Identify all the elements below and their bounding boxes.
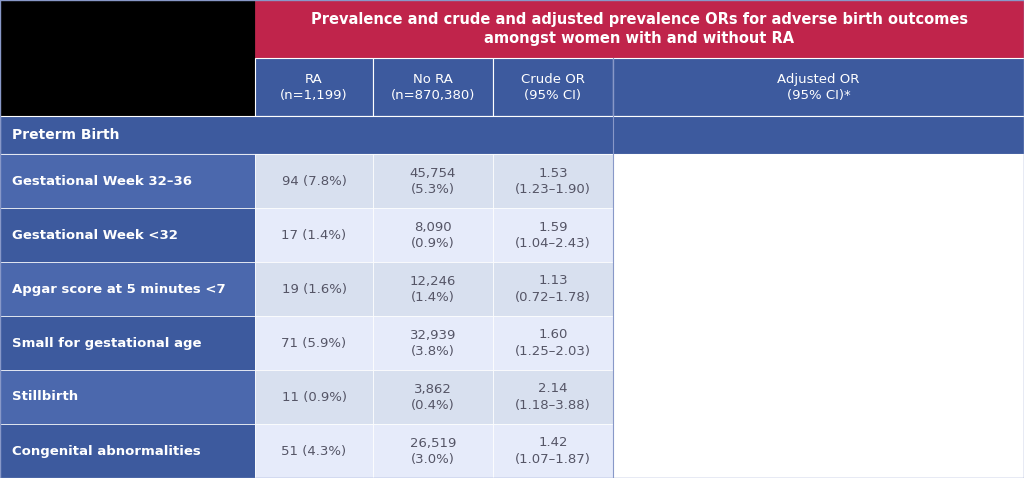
Bar: [255, 0, 1024, 58]
Text: No RA
(n=870,380): No RA (n=870,380): [391, 73, 475, 101]
Text: Congenital abnormalities: Congenital abnormalities: [12, 445, 201, 457]
Bar: [373, 316, 493, 370]
Bar: [613, 208, 1024, 262]
Bar: [0, 262, 255, 316]
Bar: [0, 370, 255, 424]
Bar: [493, 208, 613, 262]
Bar: [613, 58, 1024, 116]
Text: Prevalence and crude and adjusted prevalence ORs for adverse birth outcomes
amon: Prevalence and crude and adjusted preval…: [311, 12, 968, 46]
Bar: [255, 316, 373, 370]
Text: 19 (1.6%): 19 (1.6%): [282, 282, 346, 295]
Bar: [0, 116, 1024, 154]
Bar: [493, 154, 613, 208]
Text: 3,862
(0.4%): 3,862 (0.4%): [411, 382, 455, 412]
Text: RA
(n=1,199): RA (n=1,199): [281, 73, 348, 101]
Bar: [373, 424, 493, 478]
Bar: [255, 154, 373, 208]
Text: 12,246
(1.4%): 12,246 (1.4%): [410, 274, 456, 304]
Bar: [255, 370, 373, 424]
Text: Preterm Birth: Preterm Birth: [12, 128, 120, 142]
Bar: [373, 262, 493, 316]
Text: 1.42
(1.07–1.87): 1.42 (1.07–1.87): [515, 436, 591, 466]
Text: Apgar score at 5 minutes <7: Apgar score at 5 minutes <7: [12, 282, 225, 295]
Bar: [255, 424, 373, 478]
Bar: [493, 370, 613, 424]
Bar: [613, 370, 1024, 424]
Text: 32,939
(3.8%): 32,939 (3.8%): [410, 328, 456, 358]
Text: 71 (5.9%): 71 (5.9%): [282, 337, 346, 349]
Bar: [493, 316, 613, 370]
Text: Stillbirth: Stillbirth: [12, 391, 78, 403]
Text: 1.60
(1.25–2.03): 1.60 (1.25–2.03): [515, 328, 591, 358]
Text: 51 (4.3%): 51 (4.3%): [282, 445, 346, 457]
Text: 45,754
(5.3%): 45,754 (5.3%): [410, 166, 456, 196]
Bar: [0, 424, 255, 478]
Bar: [255, 208, 373, 262]
Text: 26,519
(3.0%): 26,519 (3.0%): [410, 436, 456, 466]
Text: Crude OR
(95% CI): Crude OR (95% CI): [521, 73, 585, 101]
Text: 8,090
(0.9%): 8,090 (0.9%): [411, 220, 455, 250]
Bar: [373, 58, 493, 116]
Text: 94 (7.8%): 94 (7.8%): [282, 174, 346, 187]
Text: Adjusted OR
(95% CI)*: Adjusted OR (95% CI)*: [777, 73, 860, 101]
Bar: [255, 262, 373, 316]
Text: 11 (0.9%): 11 (0.9%): [282, 391, 346, 403]
Text: Gestational Week <32: Gestational Week <32: [12, 228, 178, 241]
Bar: [493, 424, 613, 478]
Bar: [613, 154, 1024, 208]
Bar: [0, 154, 255, 208]
Bar: [493, 58, 613, 116]
Bar: [613, 316, 1024, 370]
Bar: [373, 370, 493, 424]
Text: Small for gestational age: Small for gestational age: [12, 337, 202, 349]
Text: 17 (1.4%): 17 (1.4%): [282, 228, 346, 241]
Text: 1.53
(1.23–1.90): 1.53 (1.23–1.90): [515, 166, 591, 196]
Text: 1.59
(1.04–2.43): 1.59 (1.04–2.43): [515, 220, 591, 250]
Bar: [0, 208, 255, 262]
Text: Gestational Week 32–36: Gestational Week 32–36: [12, 174, 193, 187]
Text: 1.13
(0.72–1.78): 1.13 (0.72–1.78): [515, 274, 591, 304]
Bar: [613, 262, 1024, 316]
Bar: [613, 424, 1024, 478]
Bar: [0, 316, 255, 370]
Text: 2.14
(1.18–3.88): 2.14 (1.18–3.88): [515, 382, 591, 412]
Bar: [493, 262, 613, 316]
Bar: [0, 0, 255, 116]
Bar: [373, 208, 493, 262]
Bar: [255, 58, 373, 116]
Bar: [373, 154, 493, 208]
